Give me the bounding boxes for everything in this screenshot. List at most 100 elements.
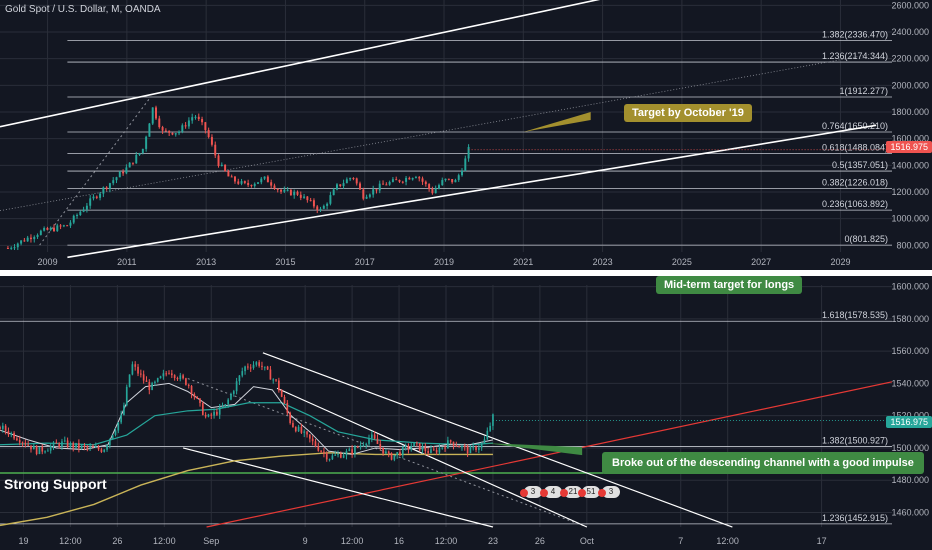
candle-body [178,131,181,134]
candle-body [128,374,131,387]
candle-body [354,446,356,455]
candle-body [260,178,263,183]
candle-body [148,381,151,390]
event-bubble[interactable]: 3 [520,486,542,498]
candle-body [78,442,80,449]
candle-body [174,133,177,135]
y-tick-label: 1540.000 [891,378,929,388]
candle-body [316,206,319,211]
annotation-arrow [485,443,583,456]
candle-body [266,176,269,183]
candle-body [99,193,102,198]
candle-body [193,394,196,397]
candle-body [393,454,396,460]
candle-body [95,196,98,198]
candle-body [414,177,417,179]
candle-body [278,380,280,391]
candle-body [10,433,13,435]
event-bubble[interactable]: 3 [598,486,620,498]
annotation-mid-term-target[interactable]: Mid-term target for longs [656,276,803,294]
candle-body [170,373,173,376]
candle-body [362,189,365,199]
candle-body [294,427,297,432]
candle-body [151,107,154,124]
candle-body [418,443,421,451]
candle-body [155,107,157,119]
event-bubble[interactable]: 51 [578,486,600,498]
y-tick-label: 1560.000 [891,346,929,356]
candle-body [342,183,345,186]
candle-body [286,189,289,191]
candle-body [194,116,197,118]
candle-body [115,177,118,181]
candle-body [385,451,387,454]
candle-body [230,393,232,400]
candle-body [334,454,337,456]
moving-average-slow [0,452,493,527]
candle-body [18,440,21,443]
candle-body [182,375,184,379]
candle-body [10,247,13,249]
candle-body [339,454,342,458]
candle-body [427,451,430,453]
candle-body [232,391,235,394]
candle-body [224,404,227,407]
candle-body [216,411,218,415]
candle-body [106,445,108,450]
candle-body [114,430,117,435]
candle-body [466,446,469,454]
candle-body [342,455,345,458]
candle-body [176,377,179,380]
candle-body [120,414,122,423]
y-tick-label: 1460.000 [891,507,929,517]
candle-body [35,445,38,455]
candle-body [243,181,246,183]
y-tick-label: 1400.000 [891,160,929,170]
y-tick-label: 2600.000 [891,0,929,10]
candle-body [197,116,200,120]
y-tick-label: 1800.000 [891,107,929,117]
x-tick-label: 2015 [275,257,295,267]
candle-body [348,449,351,452]
candle-body [312,200,315,207]
y-tick-label: 2200.000 [891,54,929,64]
x-tick-label: 12:00 [435,536,458,546]
candle-body [131,364,134,375]
candle-body [61,441,63,447]
candle-body [437,185,440,189]
candle-body [454,179,457,183]
candle-body [401,446,404,456]
x-tick-label: 2029 [830,257,850,267]
candle-body [4,425,7,431]
candle-body [390,453,393,460]
x-tick-label: 2025 [672,257,692,267]
candle-body [319,208,322,211]
event-bubble[interactable]: 4 [540,486,562,498]
event-bubble[interactable]: 21 [560,486,582,498]
fib-level-label: 1.236(1452.915) [822,513,888,523]
candle-body [20,240,23,244]
candle-body [332,189,335,196]
y-tick-label: 1200.000 [891,187,929,197]
candle-body [416,442,418,444]
annotation-breakout[interactable]: Broke out of the descending channel with… [602,452,924,474]
annotation-target-october[interactable]: Target by October '19 [624,104,752,122]
candle-body [300,426,303,433]
candle-body [63,440,66,442]
candle-body [368,194,371,197]
candle-body [134,364,137,367]
candle-body [154,381,156,383]
candle-body [173,375,176,378]
moving-average-mid [0,402,493,446]
candle-body [125,167,128,174]
candle-body [230,176,233,178]
y-tick-label: 1000.000 [891,214,929,224]
candle-body [355,178,358,184]
candle-body [165,373,168,375]
candle-body [461,170,464,176]
x-tick-label: 7 [678,536,683,546]
candle-body [41,446,44,452]
candle-body [220,164,223,166]
candle-body [252,364,255,368]
